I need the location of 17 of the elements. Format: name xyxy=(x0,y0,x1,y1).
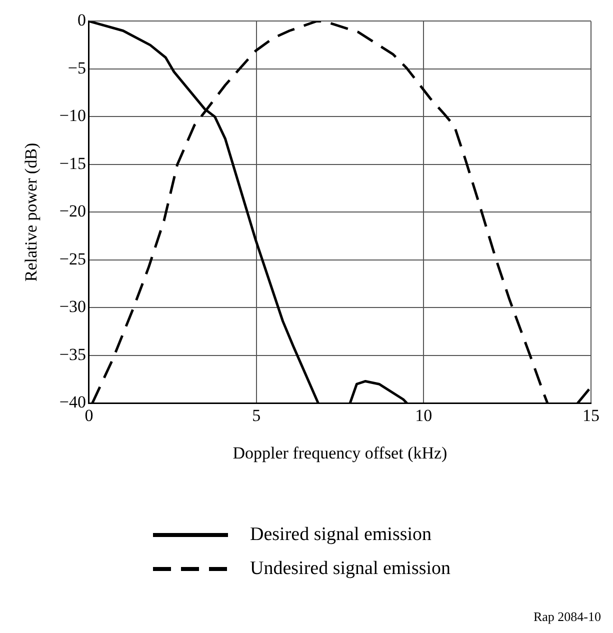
y-tick-label: −40 xyxy=(59,392,86,412)
y-tick-label: −30 xyxy=(59,297,86,316)
legend-label: Undesired signal emission xyxy=(250,558,451,580)
x-axis-title: Doppler frequency offset (kHz) xyxy=(232,443,448,462)
y-axis-title: Relative power (dB) xyxy=(22,142,41,282)
y-tick-label: 0 xyxy=(77,10,86,30)
x-tick-label: 5 xyxy=(252,406,261,425)
y-tick-label: −25 xyxy=(59,249,86,268)
text: Rap 2084-10 xyxy=(533,609,601,625)
legend-label: Desired signal emission xyxy=(250,524,432,546)
y-tick-label: −15 xyxy=(59,154,86,173)
x-tick-label: 15 xyxy=(582,406,600,425)
y-tick-label: −35 xyxy=(59,344,86,364)
y-tick-label: −20 xyxy=(59,202,86,221)
y-tick-label: −10 xyxy=(59,106,86,126)
x-tick-label: 10 xyxy=(415,406,432,425)
y-tick-label: −5 xyxy=(68,58,86,78)
